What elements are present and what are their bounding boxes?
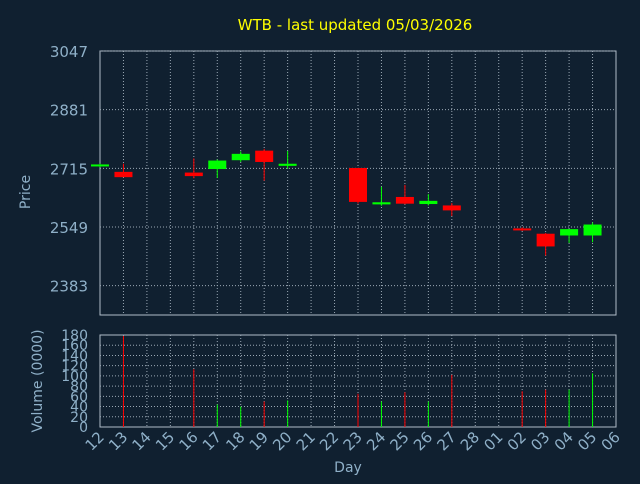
- candle-body: [419, 200, 438, 205]
- volume-tick-label: 120: [61, 359, 88, 375]
- price-panel: 3047 2881 2715 2549 2383: [50, 43, 617, 316]
- price-axis-label: Price: [18, 175, 34, 209]
- volume-tick-label: 20: [70, 410, 88, 426]
- volume-tick-label: 180: [61, 328, 88, 344]
- chart-title: WTB - last updated 05/03/2026: [238, 16, 473, 34]
- candle-body: [208, 160, 227, 170]
- volume-axis-label: Volume (0000): [30, 329, 46, 432]
- candle-body: [372, 202, 391, 205]
- candle-body: [560, 229, 579, 236]
- candle-body: [114, 171, 133, 178]
- candle-body: [442, 205, 461, 211]
- candle-body: [536, 233, 555, 247]
- candle-body: [395, 196, 414, 204]
- price-tick-label: 2549: [50, 219, 88, 237]
- candle-body: [513, 228, 532, 231]
- volume-tick-label: 40: [70, 400, 88, 416]
- x-axis-ticks: 1213141516171819202122232425262728010203…: [82, 428, 624, 454]
- price-tick-label: 2881: [50, 102, 88, 120]
- candle-body: [583, 224, 602, 236]
- candle-body: [231, 153, 250, 161]
- candle-body: [255, 150, 274, 162]
- candle-body: [278, 163, 297, 166]
- volume-tick-label: 100: [61, 369, 88, 385]
- price-tick-label: 2383: [50, 278, 88, 296]
- candle-body: [184, 172, 203, 177]
- volume-tick-label: 0: [79, 420, 88, 436]
- volume-tick-label: 60: [70, 389, 88, 405]
- candle-body: [91, 164, 109, 167]
- volume-tick-label: 140: [61, 348, 88, 364]
- price-tick-label: 2715: [50, 160, 88, 178]
- volume-tick-label: 80: [70, 379, 88, 395]
- x-axis-label: Day: [334, 460, 362, 476]
- volume-tick-label: 160: [61, 338, 88, 354]
- price-tick-label: 3047: [50, 43, 88, 61]
- candle-body: [349, 167, 367, 202]
